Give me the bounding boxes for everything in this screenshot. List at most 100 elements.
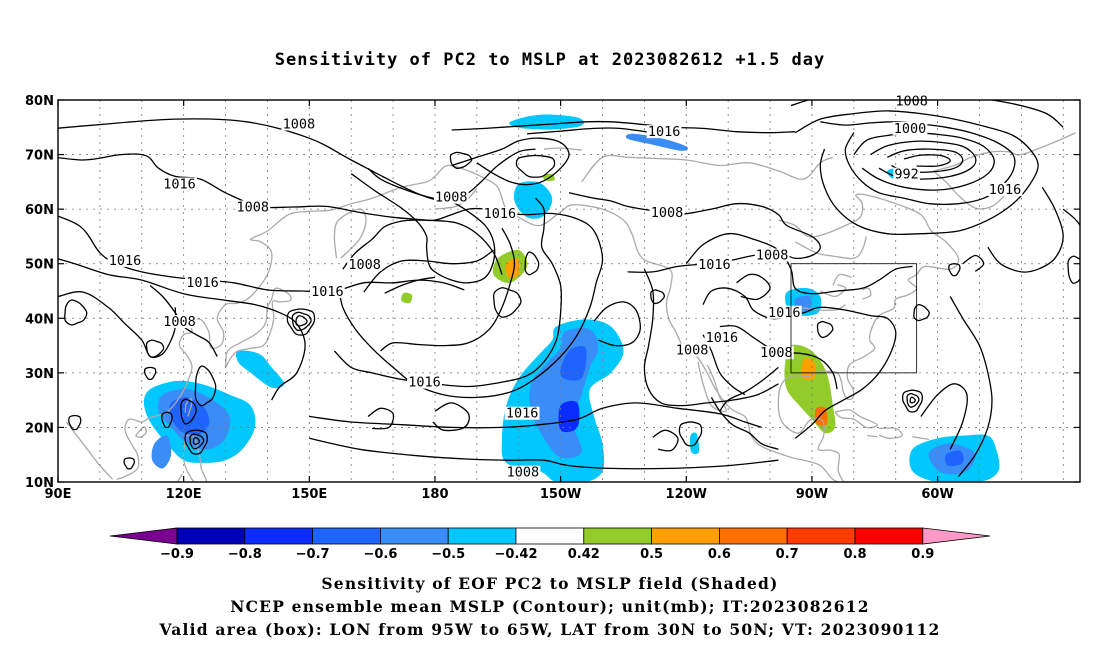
mslp-isobar-closed	[524, 251, 540, 276]
contour-label-bg	[309, 285, 345, 299]
coastline-segment	[878, 427, 903, 439]
mslp-isobar	[58, 153, 503, 275]
coastline-segment	[581, 154, 834, 183]
sensitivity-region	[560, 345, 587, 381]
mslp-isobar-closed	[816, 320, 834, 339]
colorbar-bin	[854, 527, 924, 545]
mslp-isobar	[962, 254, 985, 272]
coastline-segment	[484, 178, 840, 482]
coastline-segment	[933, 132, 1077, 172]
mslp-isobar	[350, 167, 496, 284]
contour-label: 1008	[756, 247, 789, 263]
mslp-isobar	[367, 407, 395, 430]
colorbar-label: −0.8	[228, 547, 262, 562]
lat-label: 50N	[25, 258, 54, 273]
mslp-isobar	[736, 273, 771, 301]
contour-label: 1016	[506, 406, 539, 422]
contour-label-bg	[505, 465, 541, 479]
mslp-isobar-closed	[678, 421, 703, 447]
lat-label: 60N	[25, 203, 54, 218]
mslp-isobar-closed	[180, 398, 197, 425]
contour-label: 1008	[507, 465, 540, 481]
mslp-isobar-closed	[145, 339, 165, 358]
colorbar-bin	[719, 527, 788, 545]
coastline-segment	[832, 273, 852, 286]
mslp-isobar-closed	[291, 311, 312, 332]
mslp-isobar-closed	[515, 154, 556, 178]
contour-label-bg	[649, 205, 685, 219]
lon-label: 150E	[291, 487, 327, 502]
mslp-isobar-closed	[449, 151, 473, 169]
coastline-segment	[834, 409, 878, 429]
mslp-isobar	[920, 383, 968, 450]
mslp-isobar	[949, 296, 993, 477]
lat-label: 70N	[25, 149, 54, 164]
caption-line-2: NCEP ensemble mean MSLP (Contour); unit(…	[230, 597, 870, 616]
colorbar-label: −0.42	[495, 547, 538, 562]
contour-label: 1008	[760, 345, 793, 361]
colorbar-bin	[379, 527, 449, 545]
lon-label: 60W	[921, 487, 953, 502]
mslp-isobar-closed	[948, 263, 961, 277]
contour-label-bg	[107, 253, 143, 267]
sensitivity-region	[505, 257, 521, 279]
lon-label: 180	[421, 487, 448, 502]
mslp-isobar	[527, 127, 653, 135]
mslp-isobar	[903, 154, 951, 168]
contour-label-bg	[646, 125, 682, 139]
mslp-isobar-closed	[143, 366, 157, 381]
mslp-isobar	[363, 249, 494, 293]
caption-line-3: Valid area (box): LON from 95W to 65W, L…	[159, 620, 941, 639]
mslp-isobar-closed	[902, 389, 923, 413]
mslp-isobar	[853, 132, 995, 191]
contour-label-bg	[987, 182, 1023, 196]
sensitivity-region	[401, 292, 413, 304]
sensitivity-region	[558, 400, 580, 433]
mslp-isobar	[58, 258, 306, 401]
mslp-isobar-closed	[194, 365, 217, 407]
contour-label-bg	[281, 117, 317, 131]
mslp-isobar	[58, 291, 177, 359]
coastline-segment	[182, 434, 208, 482]
colorbar-label: 0.5	[640, 547, 663, 562]
coastline-segment	[184, 397, 193, 417]
colorbar-bin	[583, 527, 652, 545]
mslp-isobar-closed	[64, 299, 88, 326]
mslp-isobar-closed	[68, 414, 82, 431]
mslp-isobar	[384, 276, 436, 294]
contour-label: 1016	[484, 206, 517, 222]
caption-line-1: Sensitivity of EOF PC2 to MSLP field (Sh…	[321, 574, 779, 593]
contour-label-bg	[235, 200, 271, 214]
contour-label-bg	[162, 315, 197, 329]
contour-label: 1016	[768, 305, 801, 321]
mslp-isobar	[710, 397, 779, 450]
map-title: Sensitivity of PC2 to MSLP at 2023082612…	[274, 50, 826, 70]
coastline-segment	[135, 426, 147, 439]
coastline-segment	[867, 434, 878, 438]
mslp-isobar	[643, 268, 779, 407]
contour-label: 1008	[651, 205, 684, 221]
mslp-isobar	[451, 137, 570, 186]
contour-label-bg	[162, 177, 197, 191]
mslp-isobar-closed	[650, 289, 665, 305]
colorbar-bin	[515, 527, 585, 545]
lat-label: 80N	[25, 94, 54, 109]
lon-label: 150W	[540, 487, 581, 502]
colorbar: −0.9 −0.8 −0.7 −0.6 −0.5 −0.42 0.42 0.5 0.6 0.7 0.…	[109, 527, 991, 562]
contour-label: 1008	[348, 257, 381, 273]
colorbar-bin	[244, 527, 314, 545]
coastline-segment	[224, 287, 292, 368]
contour-label-bg	[892, 121, 928, 135]
colorbar-arrow-left	[109, 527, 178, 545]
mslp-isobar-closed	[913, 303, 930, 322]
mslp-isobar-closed	[161, 411, 173, 429]
contour-label: 1008	[676, 342, 709, 358]
contour-label: 1008	[895, 94, 928, 110]
colorbar-bin	[786, 527, 856, 545]
contour-label-bg	[347, 257, 382, 271]
colorbar-label: 0.6	[708, 547, 731, 562]
coastline-segment	[543, 147, 582, 151]
coastline-segment	[65, 421, 113, 480]
